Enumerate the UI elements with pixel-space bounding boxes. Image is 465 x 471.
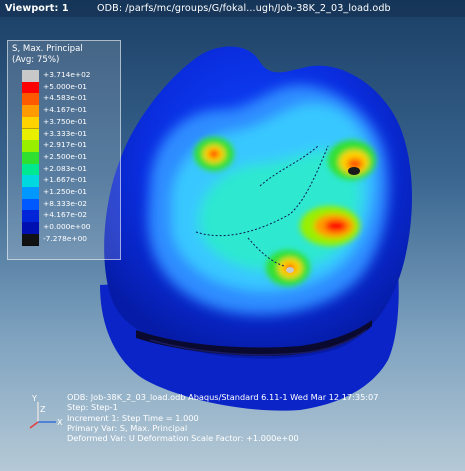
legend-value: +3.714e+02	[43, 70, 91, 79]
viewport-label: Viewport: 1	[5, 3, 69, 14]
legend-value: +2.083e-01	[43, 163, 87, 173]
peak-zone	[286, 267, 294, 273]
state-info-block: ODB: Job-38K_2_03_load.odb Abaqus/Standa…	[67, 392, 459, 443]
legend-swatch	[22, 233, 39, 247]
step-line: Step: Step-1	[67, 402, 118, 413]
legend-value: +0.000e+00	[43, 222, 91, 232]
legend-value: +3.333e-01	[43, 128, 87, 138]
legend-value: -7.278e+00	[43, 233, 87, 243]
stress-hotspots	[194, 137, 376, 286]
triad-x-label: X	[57, 418, 63, 427]
cervical-band	[136, 320, 372, 356]
legend-value: +8.333e-02	[43, 198, 87, 208]
fissure-line	[195, 145, 329, 267]
legend-value: +5.000e-01	[43, 81, 87, 91]
legend-value: +2.917e-01	[43, 140, 87, 150]
legend-title: S, Max. Principal	[12, 44, 83, 54]
legend-value: +4.167e-01	[43, 105, 87, 115]
deformed-var-line: Deformed Var: U Deformation Scale Factor…	[67, 433, 299, 444]
increment-line: Increment 1: Step Time = 1.000	[67, 412, 199, 423]
legend-value: +3.750e-01	[43, 116, 87, 126]
legend-value: +1.667e-01	[43, 175, 87, 185]
triad-z-label: Z	[40, 405, 46, 414]
contour-legend[interactable]: S, Max. Principal (Avg: 75%) +3.714e+02 +…	[7, 40, 121, 260]
view-triad[interactable]: Y Z X	[26, 392, 66, 432]
legend-value: +4.583e-01	[43, 93, 87, 103]
legend-value: +2.500e-01	[43, 151, 87, 161]
odb-info-line: ODB: Job-38K_2_03_load.odb Abaqus/Standa…	[67, 392, 379, 402]
legend-value: +1.250e-01	[43, 187, 87, 196]
odb-path: ODB: /parfs/mc/groups/G/fokal...ugh/Job-…	[97, 3, 391, 14]
peak-zone	[348, 167, 360, 175]
legend-value: +4.167e-02	[43, 210, 87, 220]
primary-var-line: Primary Var: S, Max. Principal	[67, 422, 188, 433]
viewport-titlebar: Viewport: 1 ODB: /parfs/mc/groups/G/foka…	[0, 0, 465, 17]
triad-y-label: Y	[31, 394, 37, 403]
legend-subtitle: (Avg: 75%)	[12, 55, 60, 65]
